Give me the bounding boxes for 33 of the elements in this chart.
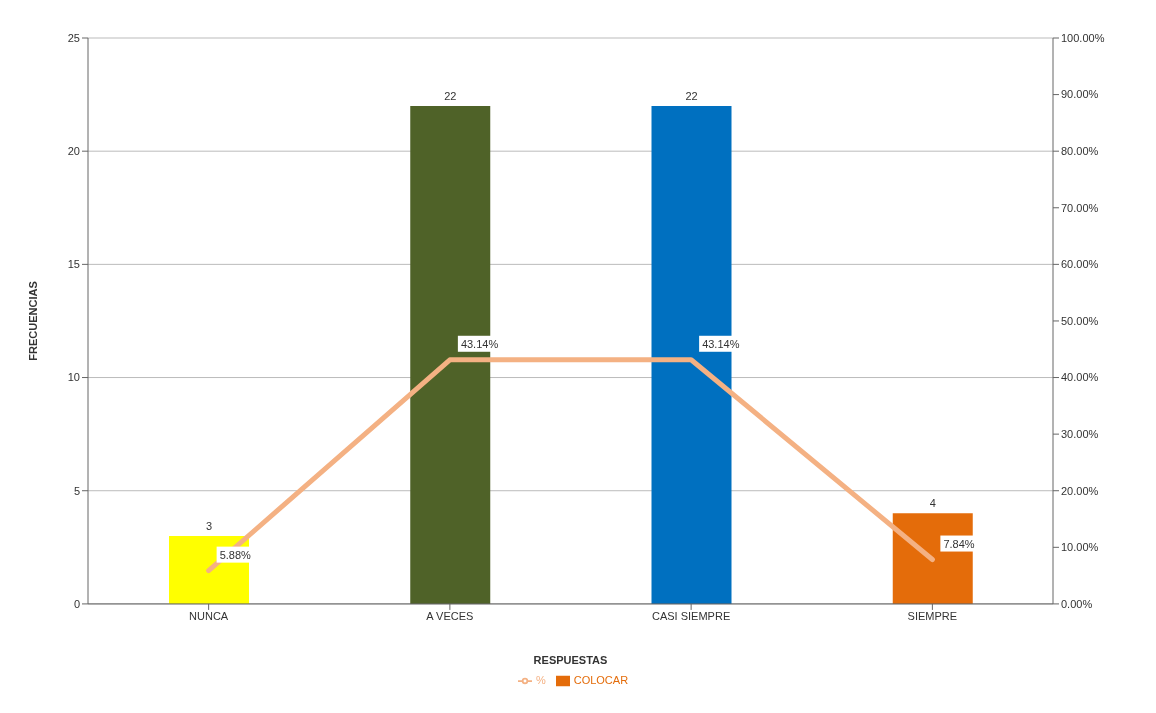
y-tick-label: 10 xyxy=(67,371,80,384)
y-tick-label: 15 xyxy=(67,258,80,271)
y2-tick-label: 90.00% xyxy=(1061,88,1099,101)
x-tick-label: NUNCA xyxy=(189,609,229,622)
y-tick-label: 0 xyxy=(73,597,80,610)
y2-tick-label: 70.00% xyxy=(1061,201,1099,214)
legend-label: % xyxy=(535,673,546,686)
y-tick-label: 25 xyxy=(67,31,80,44)
data-label: 43.14% xyxy=(702,337,740,350)
y2-tick-label: 50.00% xyxy=(1061,314,1099,327)
x-axis-title: RESPUESTAS xyxy=(533,653,608,666)
y2-tick-label: 80.00% xyxy=(1061,145,1099,158)
data-label: 3 xyxy=(205,520,213,532)
data-label: 5.88% xyxy=(219,548,252,561)
y2-tick-label: 20.00% xyxy=(1061,484,1099,497)
y2-tick-label: 10.00% xyxy=(1061,541,1099,554)
y2-tick-label: 60.00% xyxy=(1061,258,1099,271)
y-axis-title: FRECUENCIAS xyxy=(26,281,39,361)
y2-tick-label: 100.00% xyxy=(1061,31,1105,44)
x-tick-label: A VECES xyxy=(426,609,474,622)
data-label: 22 xyxy=(685,89,698,102)
y2-tick-label: 0.00% xyxy=(1061,597,1093,610)
data-label: 43.14% xyxy=(460,337,499,350)
data-label: 22 xyxy=(444,89,457,102)
x-tick-label: CASI SIEMPRE xyxy=(652,609,731,622)
y-tick-label: 5 xyxy=(73,484,80,497)
x-tick-label: SIEMPRE xyxy=(907,609,958,622)
y2-tick-label: 30.00% xyxy=(1061,428,1099,441)
data-label: 7.84% xyxy=(943,537,975,550)
legend-label: COLOCAR xyxy=(573,673,629,686)
y2-tick-label: 40.00% xyxy=(1061,371,1099,384)
data-label: 4 xyxy=(929,497,936,510)
y-tick-label: 20 xyxy=(67,145,80,158)
